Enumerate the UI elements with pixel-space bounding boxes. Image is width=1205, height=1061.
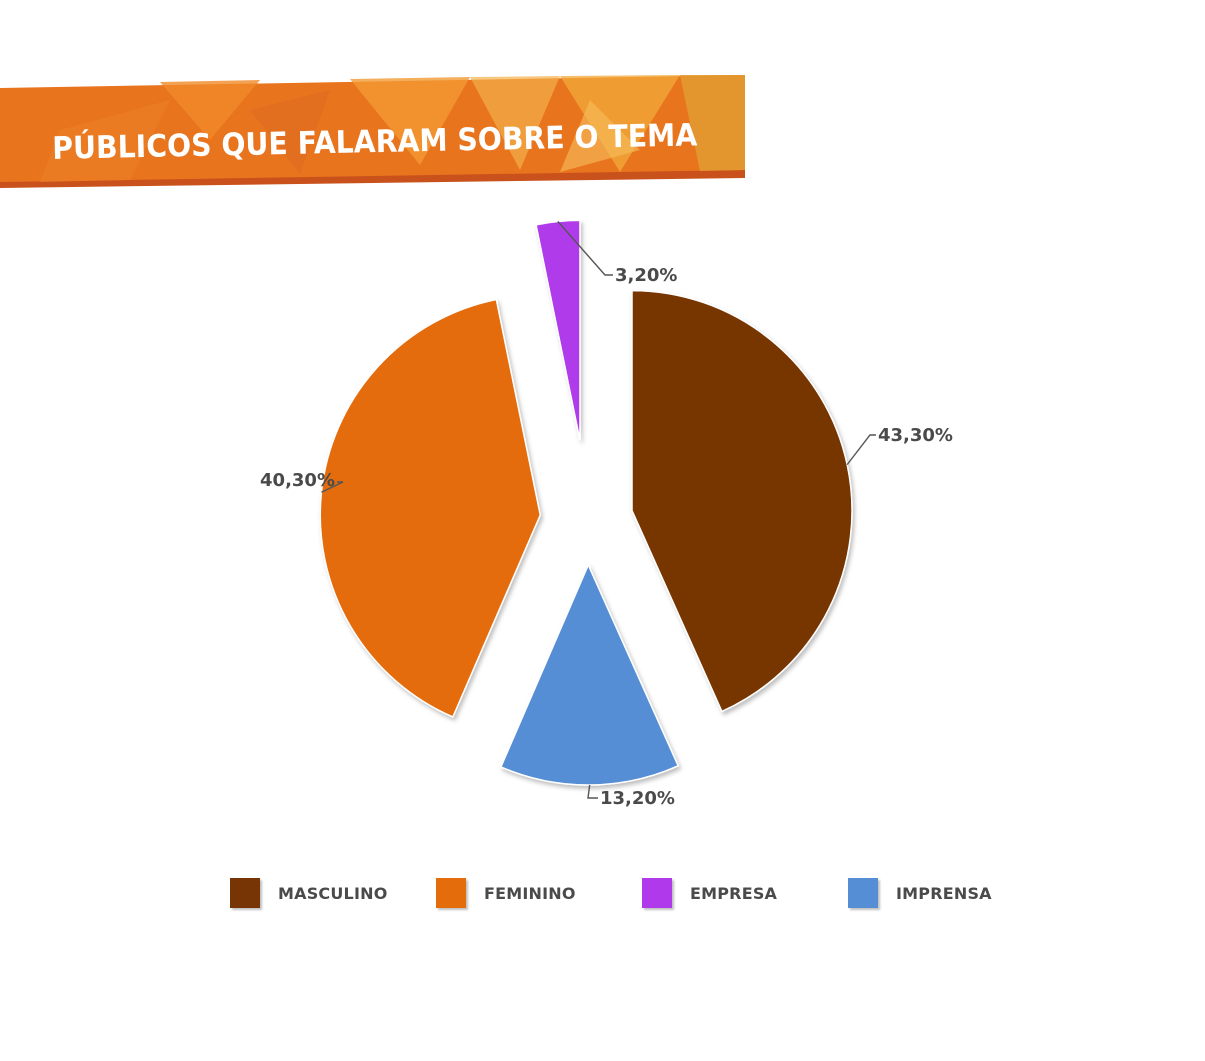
legend-label-feminino: FEMININO xyxy=(484,883,576,903)
legend-item-empresa: EMPRESA xyxy=(642,876,777,910)
legend-swatch-feminino xyxy=(436,878,466,908)
pie-slice-feminino xyxy=(319,298,542,718)
pie-slice-masculino xyxy=(631,289,853,713)
legend-swatch-empresa xyxy=(642,878,672,908)
legend-label-imprensa: IMPRENSA xyxy=(896,883,992,903)
title-banner: PÚBLICOS QUE FALARAM SOBRE O TEMA xyxy=(0,70,760,210)
chart-legend: MASCULINO FEMININO EMPRESA IMPRENSA xyxy=(0,870,1205,920)
pie-slice-imprensa xyxy=(499,563,680,786)
pie-chart: 43,30% 13,20% 40,30% 3,20% xyxy=(0,219,1205,840)
legend-label-empresa: EMPRESA xyxy=(690,883,778,903)
data-label-empresa: 3,20% xyxy=(615,265,677,286)
pie-chart-svg: 43,30% 13,20% 40,30% 3,20% xyxy=(260,219,953,809)
leader-line-masculino xyxy=(846,434,876,466)
legend-swatch-imprensa xyxy=(848,878,878,908)
data-label-feminino: 40,30% xyxy=(260,470,335,491)
pie-slice-empresa xyxy=(535,219,581,441)
legend-item-imprensa: IMPRENSA xyxy=(848,876,992,910)
legend-swatch-masculino xyxy=(230,878,260,908)
legend-label-masculino: MASCULINO xyxy=(278,883,388,903)
leader-line-empresa xyxy=(557,221,613,276)
data-label-imprensa: 13,20% xyxy=(600,788,675,809)
banner-graphic: PÚBLICOS QUE FALARAM SOBRE O TEMA xyxy=(0,75,745,188)
leader-line-imprensa xyxy=(587,784,598,799)
data-label-masculino: 43,30% xyxy=(878,425,953,446)
legend-item-masculino: MASCULINO xyxy=(230,876,388,910)
leader-line-feminino xyxy=(321,481,344,493)
legend-item-feminino: FEMININO xyxy=(436,876,576,910)
